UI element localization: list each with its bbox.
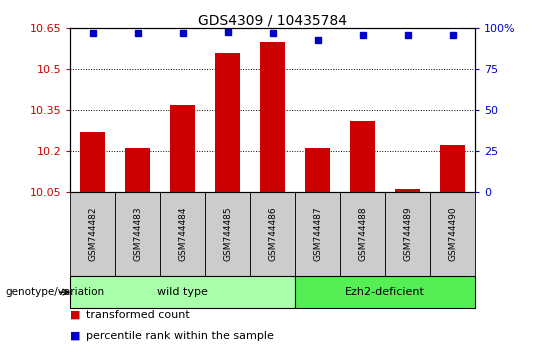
FancyBboxPatch shape [250,192,295,276]
FancyBboxPatch shape [340,192,385,276]
Bar [305,148,330,192]
FancyBboxPatch shape [295,192,340,276]
Text: ■: ■ [70,310,80,320]
FancyBboxPatch shape [205,192,250,276]
Bar [395,189,420,192]
Bar [260,42,285,192]
Text: GSM744485: GSM744485 [223,206,232,261]
Text: GSM744487: GSM744487 [313,206,322,261]
Bar [440,145,465,192]
Text: GSM744488: GSM744488 [358,206,367,261]
Text: ■: ■ [70,331,80,341]
Bar [170,104,195,192]
FancyBboxPatch shape [295,276,475,308]
Bar [215,53,240,192]
Text: GSM744489: GSM744489 [403,206,412,261]
Text: wild type: wild type [157,287,208,297]
Text: GSM744482: GSM744482 [88,206,97,261]
Text: GSM744486: GSM744486 [268,206,277,261]
Text: Ezh2-deficient: Ezh2-deficient [345,287,425,297]
Bar [125,148,150,192]
Text: GSM744490: GSM744490 [448,206,457,261]
Bar [350,121,375,192]
Title: GDS4309 / 10435784: GDS4309 / 10435784 [198,13,347,27]
Text: transformed count: transformed count [86,310,190,320]
FancyBboxPatch shape [115,192,160,276]
Bar [80,132,105,192]
Text: percentile rank within the sample: percentile rank within the sample [86,331,274,341]
FancyBboxPatch shape [70,276,295,308]
Text: genotype/variation: genotype/variation [5,287,105,297]
Text: GSM744484: GSM744484 [178,206,187,261]
Text: GSM744483: GSM744483 [133,206,142,261]
FancyBboxPatch shape [160,192,205,276]
FancyBboxPatch shape [430,192,475,276]
FancyBboxPatch shape [70,192,115,276]
FancyBboxPatch shape [385,192,430,276]
